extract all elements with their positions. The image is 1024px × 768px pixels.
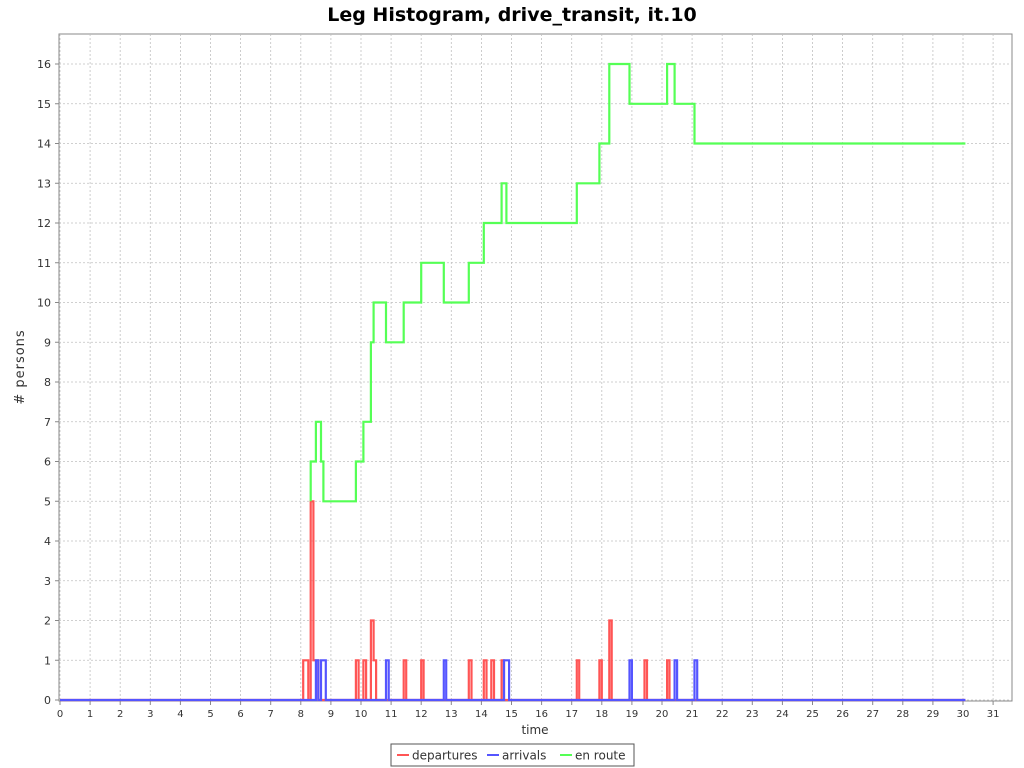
x-tick-label: 23 xyxy=(746,709,759,720)
series-lines xyxy=(60,62,966,702)
x-tick-label: 21 xyxy=(686,709,699,720)
x-axis-label: time xyxy=(521,723,548,737)
x-tick-label: 22 xyxy=(716,709,729,720)
x-tick-label: 9 xyxy=(328,709,334,720)
chart-title: Leg Histogram, drive_transit, it.10 xyxy=(327,4,697,26)
x-tick-label: 31 xyxy=(987,709,1000,720)
y-tick-label: 1 xyxy=(44,654,51,667)
y-tick-label: 4 xyxy=(44,535,51,548)
x-tick-label: 20 xyxy=(656,709,669,720)
y-tick-label: 3 xyxy=(44,575,51,588)
x-tick-label: 11 xyxy=(385,709,398,720)
legend-label-en-route: en route xyxy=(575,749,626,763)
plot-area xyxy=(58,33,1013,702)
series-en-route-line xyxy=(309,62,966,503)
legend-box xyxy=(390,743,635,767)
x-tick-label: 30 xyxy=(957,709,970,720)
y-tick-label: 13 xyxy=(37,177,51,190)
x-tick-label: 10 xyxy=(355,709,368,720)
y-tick-label: 9 xyxy=(44,336,51,349)
legend-label-arrivals: arrivals xyxy=(502,749,546,763)
x-tick-label: 4 xyxy=(177,709,183,720)
x-tick-label: 12 xyxy=(415,709,428,720)
y-axis-label: # persons xyxy=(13,329,28,404)
y-tick-label: 5 xyxy=(44,495,51,508)
y-tick-label: 11 xyxy=(37,257,51,270)
x-tick-label: 16 xyxy=(535,709,548,720)
y-tick-label: 10 xyxy=(37,297,51,310)
x-tick-label: 14 xyxy=(475,709,488,720)
x-tick-label: 18 xyxy=(595,709,608,720)
x-tick-label: 2 xyxy=(117,709,123,720)
y-tick-label: 7 xyxy=(44,416,51,429)
x-tick-label: 26 xyxy=(836,709,849,720)
y-tick-label: 0 xyxy=(44,694,51,707)
x-tick-label: 8 xyxy=(298,709,304,720)
x-tick-label: 1 xyxy=(87,709,93,720)
x-tick-label: 5 xyxy=(207,709,213,720)
x-tick-label: 13 xyxy=(445,709,458,720)
x-tick-label: 3 xyxy=(147,709,153,720)
x-tick-label: 7 xyxy=(268,709,274,720)
x-tick-label: 27 xyxy=(866,709,879,720)
y-tick-label: 15 xyxy=(37,98,51,111)
x-tick-label: 29 xyxy=(927,709,940,720)
x-tick-label: 15 xyxy=(505,709,518,720)
x-tick-label: 6 xyxy=(237,709,243,720)
y-tick-label: 8 xyxy=(44,376,51,389)
x-tick-label: 17 xyxy=(565,709,578,720)
grid xyxy=(59,34,1012,701)
legend-label-departures: departures xyxy=(412,749,478,763)
x-tick-label: 0 xyxy=(57,709,63,720)
y-tick-label: 6 xyxy=(44,456,51,469)
y-tick-label: 2 xyxy=(44,615,51,628)
series-departures-line xyxy=(60,500,966,702)
legend: departures arrivals en route xyxy=(390,743,635,767)
x-tick-label: 25 xyxy=(806,709,819,720)
x-tick-label: 19 xyxy=(626,709,639,720)
series-arrivals-line xyxy=(60,659,966,702)
x-tick-label: 28 xyxy=(896,709,909,720)
x-tick-label: 24 xyxy=(776,709,789,720)
y-tick-label: 14 xyxy=(37,138,51,151)
y-tick-label: 12 xyxy=(37,217,51,230)
y-tick-label: 16 xyxy=(37,58,51,71)
